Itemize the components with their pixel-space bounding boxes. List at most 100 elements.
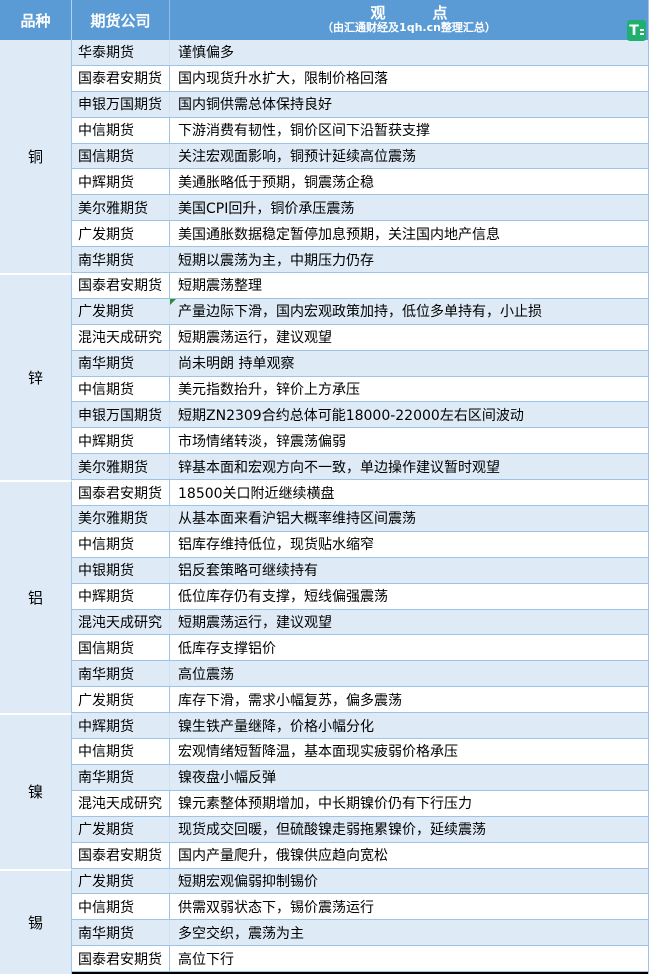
commodity-section: 锌国泰君安期货 短期震荡整理 广发期货 产量边际下滑，国内宏观政策加持，低位多单持有，… xyxy=(0,273,648,481)
company-cell: 国信期货 xyxy=(72,143,170,169)
viewpoint-cell: 美国CPI回升，铜价承压震荡 xyxy=(178,200,355,217)
table-row: 华泰期货 谨慎偏多 xyxy=(72,40,648,66)
company-cell: 国泰君安期货 xyxy=(72,273,170,298)
table-row: 申银万国期货 短期ZN2309合约总体可能18000-22000左右区间波动 xyxy=(72,402,648,429)
company-cell: 混沌天成研究 xyxy=(72,324,170,350)
brand-logo-icon: T xyxy=(627,20,646,41)
logo-letter: T xyxy=(629,22,639,39)
company-cell: 国信期货 xyxy=(72,635,170,661)
table-row: 中银期货 铝反套策略可继续持有 xyxy=(72,557,648,584)
company-cell: 混沌天成研究 xyxy=(72,790,170,816)
viewpoint-cell: 短期ZN2309合约总体可能18000-22000左右区间波动 xyxy=(178,407,524,424)
table-row: 广发期货 美国通胀数据稳定暂停加息预期，关注国内地产信息 xyxy=(72,221,648,248)
company-cell: 中信期货 xyxy=(72,376,170,402)
commodity-label: 镍 xyxy=(0,713,72,869)
viewpoint-cell: 短期震荡运行，建议观望 xyxy=(178,615,332,632)
table-row: 南华期货 多空交织，震荡为主 xyxy=(72,920,648,947)
commodity-section: 镍中辉期货 镍生铁产量继降，价格小幅分化 中信期货 宏观情绪短暂降温，基本面现实疲弱价… xyxy=(0,713,648,869)
table-row: 美尔雅期货 锌基本面和宏观方向不一致，单边操作建议暂时观望 xyxy=(72,454,648,481)
company-cell: 中辉期货 xyxy=(72,583,170,609)
section-rows: 国泰君安期货 18500关口附近继续横盘 美尔雅期货 从基本面来看沪铝大概率维持区间震… xyxy=(72,480,648,714)
viewpoint-cell: 从基本面来看沪铝大概率维持区间震荡 xyxy=(178,511,416,528)
company-cell: 广发期货 xyxy=(72,868,170,894)
company-cell: 国泰君安期货 xyxy=(72,946,170,972)
viewpoint-cell: 市场情绪转淡，锌震荡偏弱 xyxy=(178,433,346,450)
viewpoint-cell: 美国通胀数据稳定暂停加息预期，关注国内地产信息 xyxy=(178,226,500,243)
table-row: 国泰君安期货 18500关口附近继续横盘 xyxy=(72,480,648,507)
table-row: 申银万国期货 国内铜供需总体保持良好 xyxy=(72,91,648,118)
viewpoint-cell: 铝库存维持低位，现货贴水缩窄 xyxy=(178,537,374,554)
commodity-section: 锡广发期货 短期宏观偏弱抑制锡价 中信期货 供需双弱状态下，锡价震荡运行 南华期货 多空交… xyxy=(0,868,648,974)
table-row: 国泰君安期货 高位下行 xyxy=(72,946,648,973)
company-cell: 中辉期货 xyxy=(72,169,170,195)
table-row: 中信期货 供需双弱状态下，锡价震荡运行 xyxy=(72,894,648,921)
viewpoint-cell: 高位震荡 xyxy=(178,666,234,683)
table-header: 品种 期货公司 观 点 （由汇通财经及1qh.cn整理汇总） T xyxy=(0,0,648,41)
header-variety: 品种 xyxy=(0,0,72,40)
company-cell: 南华期货 xyxy=(72,661,170,687)
table-row: 中辉期货 市场情绪转淡，锌震荡偏弱 xyxy=(72,428,648,455)
viewpoint-cell: 短期以震荡为主，中期压力仍存 xyxy=(178,252,374,269)
viewpoint-cell: 18500关口附近继续横盘 xyxy=(178,485,335,502)
viewpoint-cell: 镍生铁产量继降，价格小幅分化 xyxy=(178,718,374,735)
header-company: 期货公司 xyxy=(72,0,170,40)
viewpoint-cell: 谨慎偏多 xyxy=(178,45,234,62)
viewpoint-cell: 短期震荡运行，建议观望 xyxy=(178,330,332,347)
company-cell: 广发期货 xyxy=(72,816,170,842)
viewpoint-cell: 低库存支撑铝价 xyxy=(178,640,276,657)
company-cell: 国泰君安期货 xyxy=(72,842,170,868)
viewpoint-cell: 国内现货升水扩大，限制价格回落 xyxy=(178,71,388,88)
company-cell: 中辉期货 xyxy=(72,428,170,454)
table-row: 广发期货 现货成交回暖，但硫酸镍走弱拖累镍价，延续震荡 xyxy=(72,816,648,843)
viewpoint-cell: 镍元素整体预期增加，中长期镍价仍有下行压力 xyxy=(178,796,472,813)
viewpoint-cell: 国内铜供需总体保持良好 xyxy=(178,97,332,114)
viewpoint-cell: 美元指数抬升，锌价上方承压 xyxy=(178,382,360,399)
table-row: 广发期货 短期宏观偏弱抑制锡价 xyxy=(72,868,648,895)
company-cell: 申银万国期货 xyxy=(72,402,170,428)
table-row: 美尔雅期货 从基本面来看沪铝大概率维持区间震荡 xyxy=(72,506,648,532)
table-row: 南华期货 短期以震荡为主，中期压力仍存 xyxy=(72,247,648,274)
section-rows: 国泰君安期货 短期震荡整理 广发期货 产量边际下滑，国内宏观政策加持，低位多单持有，小… xyxy=(72,273,648,481)
viewpoint-cell: 宏观情绪短暂降温，基本面现实疲弱价格承压 xyxy=(178,744,458,761)
table-row: 国泰君安期货 国内产量爬升，俄镍供应趋向宽松 xyxy=(72,842,648,869)
company-cell: 南华期货 xyxy=(72,247,170,273)
table-row: 国泰君安期货 短期震荡整理 xyxy=(72,273,648,299)
table-row: 南华期货 尚未明朗 持单观察 xyxy=(72,350,648,377)
table-row: 国信期货 低库存支撑铝价 xyxy=(72,635,648,662)
viewpoint-cell: 美通胀略低于预期，铜震荡企稳 xyxy=(178,174,374,191)
table-row: 南华期货 高位震荡 xyxy=(72,661,648,688)
table-body: 铜华泰期货 谨慎偏多 国泰君安期货 国内现货升水扩大，限制价格回落 申银万国期货 国内铜供… xyxy=(0,40,648,974)
logo-bars-icon xyxy=(639,29,644,35)
company-cell: 广发期货 xyxy=(72,298,170,324)
header-viewpoint: 观 点 （由汇通财经及1qh.cn整理汇总） xyxy=(170,0,648,40)
table-row: 中辉期货 镍生铁产量继降，价格小幅分化 xyxy=(72,713,648,740)
table-row: 中信期货 宏观情绪短暂降温，基本面现实疲弱价格承压 xyxy=(72,739,648,765)
viewpoint-cell: 库存下滑，需求小幅复苏，偏多震荡 xyxy=(178,692,402,709)
table-row: 中信期货 下游消费有韧性，铜价区间下沿暂获支撑 xyxy=(72,117,648,144)
viewpoint-cell: 尚未明朗 持单观察 xyxy=(178,356,295,373)
viewpoint-cell: 产量边际下滑，国内宏观政策加持，低位多单持有，小止损 xyxy=(170,298,648,324)
company-cell: 混沌天成研究 xyxy=(72,609,170,635)
cell-comment-marker-icon xyxy=(170,298,176,305)
viewpoint-cell: 供需双弱状态下，锡价震荡运行 xyxy=(178,899,374,916)
viewpoint-cell: 下游消费有韧性，铜价区间下沿暂获支撑 xyxy=(178,123,430,140)
viewpoint-cell: 国内产量爬升，俄镍供应趋向宽松 xyxy=(178,848,388,865)
commodity-label: 铝 xyxy=(0,480,72,714)
table-row: 南华期货 镍夜盘小幅反弹 xyxy=(72,764,648,791)
section-rows: 华泰期货 谨慎偏多 国泰君安期货 国内现货升水扩大，限制价格回落 申银万国期货 国内铜供需… xyxy=(72,40,648,274)
table-row: 中辉期货 美通胀略低于预期，铜震荡企稳 xyxy=(72,169,648,196)
company-cell: 南华期货 xyxy=(72,920,170,946)
table-row: 中辉期货 低位库存仍有支撑，短线偏强震荡 xyxy=(72,583,648,610)
company-cell: 中银期货 xyxy=(72,557,170,583)
table-row: 广发期货 库存下滑，需求小幅复苏，偏多震荡 xyxy=(72,687,648,714)
header-viewpoint-source: （由汇通财经及1qh.cn整理汇总） xyxy=(322,21,496,35)
company-cell: 广发期货 xyxy=(72,221,170,247)
table-row: 广发期货 产量边际下滑，国内宏观政策加持，低位多单持有，小止损 xyxy=(72,298,648,325)
table-row: 中信期货 铝库存维持低位，现货贴水缩窄 xyxy=(72,531,648,558)
company-cell: 美尔雅期货 xyxy=(72,454,170,480)
company-cell: 华泰期货 xyxy=(72,40,170,65)
commodity-label: 铜 xyxy=(0,40,72,274)
company-cell: 中信期货 xyxy=(72,739,170,764)
viewpoint-cell: 关注宏观面影响，铜预计延续高位震荡 xyxy=(178,149,416,165)
